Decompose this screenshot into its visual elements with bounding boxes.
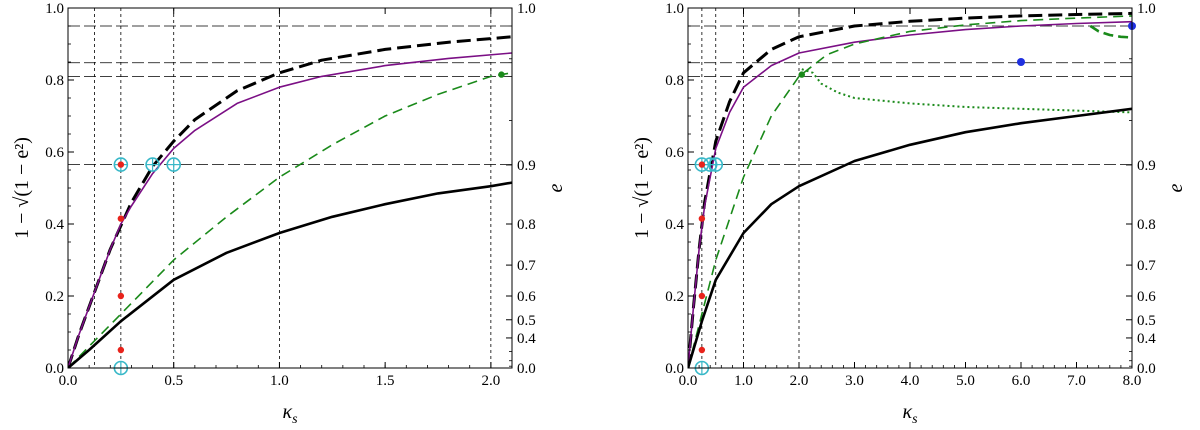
- y-axis-label: 1 − √(1 − e²): [11, 137, 33, 239]
- y-tick-label: 1.0: [45, 1, 64, 17]
- x-tick-label: 0.0: [59, 373, 78, 389]
- data-point: [1017, 58, 1025, 66]
- right-tick-label: 0.7: [517, 258, 536, 274]
- open-circle-marker: [708, 157, 724, 172]
- data-point: [798, 71, 805, 78]
- x-tick-label: 4.0: [901, 373, 920, 389]
- y-tick-label: 0.4: [665, 217, 684, 233]
- series-line-black-solid-thick: [688, 107, 1132, 368]
- right-tick-label: 0.8: [517, 217, 536, 233]
- panel-2: 0.0 1.0 2.0 3.0 4.0 5.0 6.0 7.0 8.00.00.20.40.60…: [631, 1, 1187, 427]
- y-tick-label: 0.0: [45, 361, 64, 377]
- right-tick-label: 0.5: [1137, 313, 1156, 329]
- x-tick-label: 1.0: [734, 373, 753, 389]
- y-axis-label: 1 − √(1 − e²): [631, 137, 653, 239]
- series-line-purple-solid: [688, 20, 1132, 368]
- series-line-green-dashed-thick: [1089, 24, 1132, 39]
- y-tick-label: 0.2: [45, 289, 64, 305]
- right-tick-label: 1.0: [517, 1, 536, 17]
- y-tick-label: 1.0: [665, 1, 684, 17]
- x-tick-label: 1.5: [376, 373, 395, 389]
- series-line-black-dashed-thick: [688, 11, 1132, 368]
- data-point: [117, 346, 125, 354]
- y-tick-label: 0.0: [665, 361, 684, 377]
- y-tick-label: 0.6: [665, 145, 684, 161]
- y-tick-label: 0.8: [45, 73, 64, 89]
- y-tick-label: 0.2: [665, 289, 684, 305]
- x-axis-label: κs: [282, 401, 298, 427]
- right-tick-label: 1.0: [1137, 1, 1156, 17]
- x-tick-label: 0.0: [679, 373, 698, 389]
- data-point: [498, 71, 505, 78]
- series-line-black-dashed-thick: [68, 35, 512, 368]
- series-line-green-dotted: [801, 68, 1132, 114]
- right-tick-label: 0.4: [517, 331, 536, 347]
- data-point: [117, 292, 125, 300]
- y-tick-label: 0.4: [45, 217, 64, 233]
- series-line-purple-solid: [68, 52, 512, 368]
- data-point: [117, 215, 125, 222]
- data-point: [698, 161, 706, 168]
- right-tick-label: 0.0: [1137, 361, 1156, 377]
- x-tick-label: 2.0: [790, 373, 809, 389]
- data-point: [698, 292, 706, 300]
- right-tick-label: 0.7: [1137, 258, 1156, 274]
- plot-frame: [687, 7, 1133, 369]
- data-point: [117, 161, 125, 168]
- open-circle-marker: [166, 157, 182, 172]
- x-tick-label: 1.0: [270, 373, 289, 389]
- x-tick-label: 5.0: [956, 373, 975, 389]
- data-point: [698, 215, 706, 222]
- data-point: [698, 346, 706, 354]
- right-tick-label: 0.9: [517, 158, 536, 174]
- right-axis-label: e: [1165, 183, 1187, 192]
- panel-1: 0.0 0.5 1.0 1.5 2.0 0.0 0.2 0.4 0.6 0.8 1.0 0.0 0.4 0…: [11, 1, 567, 427]
- right-tick-label: 0.5: [517, 313, 536, 329]
- right-tick-label: 0.6: [1137, 289, 1156, 305]
- right-tick-label: 0.0: [517, 361, 536, 377]
- series-line-green-dashed: [688, 15, 1132, 368]
- x-tick-label: 0.5: [164, 373, 183, 389]
- plot-frame: [67, 7, 513, 369]
- open-circle-marker: [145, 157, 160, 172]
- right-tick-label: 0.4: [1137, 331, 1156, 347]
- right-axis-label: e: [545, 183, 567, 192]
- x-tick-label: 3.0: [845, 373, 864, 389]
- x-tick-label: 6.0: [1012, 373, 1031, 389]
- y-tick-label: 0.6: [45, 145, 64, 161]
- x-tick-label: 8.0: [1123, 373, 1142, 389]
- right-tick-label: 0.6: [517, 289, 536, 305]
- x-tick-label: 7.0: [1067, 373, 1086, 389]
- series-line-black-solid-thick: [68, 181, 512, 368]
- series-line-green-dashed: [68, 72, 512, 368]
- right-tick-label: 0.8: [1137, 217, 1156, 233]
- right-tick-label: 0.9: [1137, 158, 1156, 174]
- x-axis-label: κs: [902, 401, 918, 427]
- y-tick-label: 0.8: [665, 73, 684, 89]
- x-tick-label: 2.0: [481, 373, 500, 389]
